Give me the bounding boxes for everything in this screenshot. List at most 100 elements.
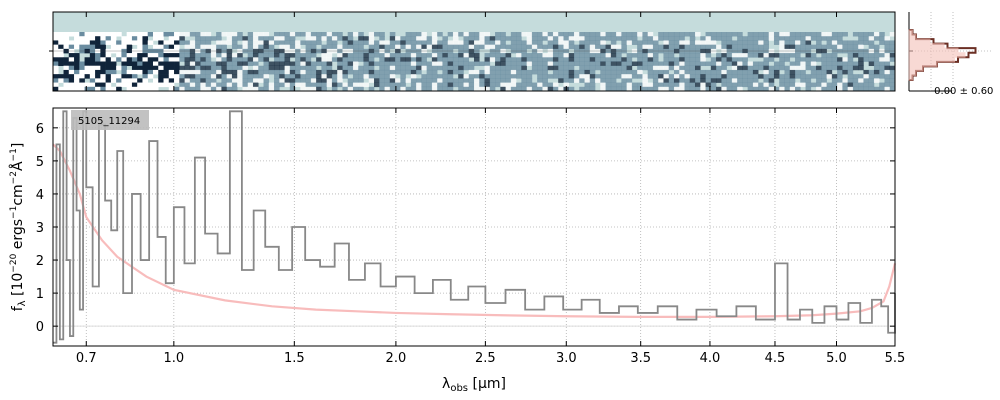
heatmap-cell — [426, 78, 433, 83]
heatmap-cell — [305, 40, 312, 45]
heatmap-cell — [279, 57, 285, 62]
heatmap-cell — [752, 65, 759, 71]
heatmap-cell — [547, 32, 554, 37]
heatmap-cell — [337, 57, 343, 62]
heatmap-cell — [505, 86, 512, 92]
heatmap-cell — [668, 40, 675, 45]
heatmap-cell — [163, 65, 170, 71]
heatmap-cell — [542, 61, 548, 67]
heatmap-cell — [279, 61, 285, 67]
heatmap-cell — [526, 36, 533, 41]
heatmap-cell — [863, 32, 869, 37]
heatmap-cell — [679, 61, 685, 67]
heatmap-cell — [884, 53, 891, 58]
heatmap-cell — [563, 32, 570, 37]
heatmap-cell — [884, 44, 891, 50]
heatmap-cell — [53, 86, 59, 92]
heatmap-cell — [605, 53, 612, 58]
heatmap-cell — [679, 40, 685, 45]
heatmap-cell — [431, 78, 438, 83]
heatmap-cell — [200, 78, 206, 83]
heatmap-cell — [447, 65, 454, 71]
heatmap-cell — [426, 53, 433, 58]
heatmap-cell — [858, 44, 864, 50]
heatmap-cell — [74, 82, 80, 88]
heatmap-cell — [510, 78, 517, 83]
heatmap-cell — [110, 86, 117, 92]
heatmap-cell — [805, 61, 812, 67]
heatmap-cell — [495, 74, 501, 79]
heatmap-cell — [547, 86, 554, 92]
heatmap-cell — [779, 65, 785, 71]
heatmap-cell — [800, 44, 806, 50]
heatmap-cell — [752, 36, 759, 41]
heatmap-cell — [68, 32, 75, 37]
heatmap-cell — [889, 82, 896, 88]
heatmap-cell — [395, 57, 401, 62]
heatmap-cell — [642, 65, 648, 71]
heatmap-cell — [821, 74, 827, 79]
heatmap-cell — [873, 32, 880, 37]
heatmap-cell — [174, 61, 180, 67]
heatmap-cell — [742, 40, 748, 45]
heatmap-cell — [500, 36, 506, 41]
heatmap-cell — [63, 65, 70, 71]
heatmap-cell — [889, 78, 896, 83]
heatmap-cell — [431, 53, 438, 58]
heatmap-cell — [579, 78, 585, 83]
heatmap-cell — [289, 61, 296, 67]
heatmap-cell — [316, 57, 322, 62]
heatmap-cell — [637, 69, 643, 75]
heatmap-cell — [437, 40, 443, 45]
heatmap-cell — [800, 78, 806, 83]
heatmap-cell — [279, 32, 285, 37]
heatmap-cell — [326, 44, 333, 50]
heatmap-cell — [168, 36, 175, 41]
x-tick-label: 2.0 — [386, 351, 407, 366]
heatmap-cell — [126, 53, 133, 58]
heatmap-cell — [274, 69, 280, 75]
heatmap-cell — [468, 69, 475, 75]
heatmap-cell — [210, 82, 217, 88]
heatmap-cell — [847, 69, 854, 75]
x-tick-label: 3.5 — [630, 351, 651, 366]
heatmap-cell — [537, 53, 543, 58]
heatmap-cell — [558, 44, 564, 50]
heatmap-cell — [868, 44, 875, 50]
heatmap-cell — [142, 65, 149, 71]
heatmap-cell — [805, 86, 812, 92]
heatmap-cell — [621, 65, 627, 71]
heatmap-cell — [142, 78, 149, 83]
heatmap-cell — [773, 53, 780, 58]
heatmap-cell — [726, 36, 733, 41]
heatmap-cell — [484, 36, 491, 41]
heatmap-cell — [695, 74, 701, 79]
y-tick-label: 3 — [36, 221, 44, 236]
heatmap-cell — [300, 57, 306, 62]
heatmap-cell — [858, 61, 864, 67]
heatmap-cell — [374, 53, 380, 58]
heatmap-cell — [458, 74, 464, 79]
heatmap-cell — [210, 74, 217, 79]
heatmap-cell — [642, 40, 648, 45]
heatmap-cell — [805, 53, 812, 58]
heatmap-cell — [689, 86, 696, 92]
heatmap-cell — [426, 36, 433, 41]
heatmap-cell — [742, 82, 748, 88]
heatmap-cell — [379, 40, 385, 45]
heatmap-cell — [647, 86, 654, 92]
heatmap-cell — [868, 36, 875, 41]
heatmap-cell — [131, 53, 138, 58]
heatmap-cell — [652, 61, 659, 67]
heatmap-cell — [600, 53, 606, 58]
heatmap-cell — [621, 57, 627, 62]
heatmap-cell — [716, 78, 722, 83]
heatmap-cell — [100, 74, 106, 79]
heatmap-cell — [652, 40, 659, 45]
heatmap-cell — [421, 36, 427, 41]
heatmap-cell — [321, 53, 327, 58]
heatmap-cell — [884, 61, 891, 67]
heatmap-cell — [584, 36, 591, 41]
heatmap-cell — [410, 57, 417, 62]
heatmap-cell — [489, 69, 496, 75]
